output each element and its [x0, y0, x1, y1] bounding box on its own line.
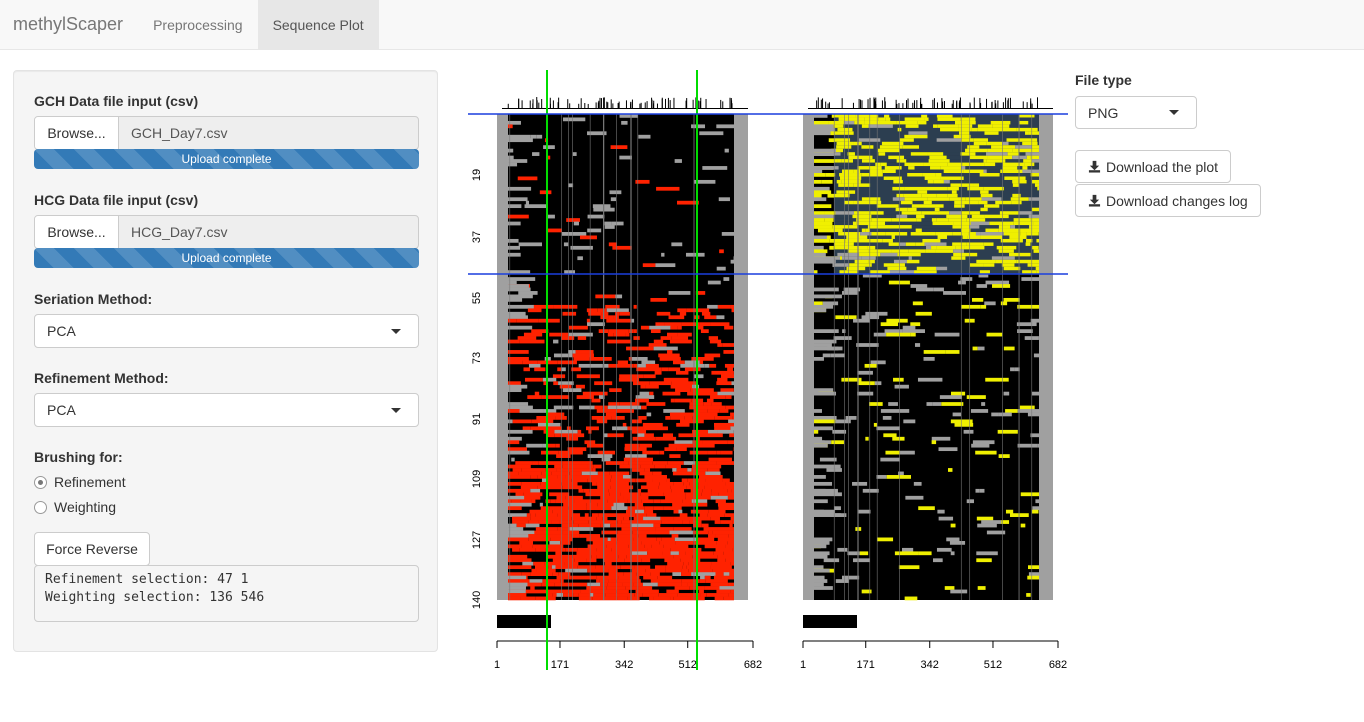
download-log-label: Download changes log [1106, 192, 1248, 209]
x-tick-label: 682 [744, 659, 762, 671]
x-tick-label: 342 [921, 659, 939, 671]
gch-upload-progress: Upload complete [34, 149, 419, 169]
row-tick-label: 55 [471, 292, 483, 304]
x-tick-label: 1 [494, 659, 500, 671]
download-log-button[interactable]: Download changes log [1075, 184, 1261, 217]
gch-browse-button[interactable]: Browse... [35, 117, 119, 149]
tab-sequence-plot[interactable]: Sequence Plot [257, 0, 379, 49]
chevron-down-icon [391, 329, 401, 334]
gch-file-label: GCH Data file input (csv) [34, 93, 199, 109]
radio-refinement[interactable]: Refinement [34, 474, 126, 490]
brushing-label: Brushing for: [34, 449, 123, 465]
download-icon [1088, 194, 1101, 207]
hcg-browse-button[interactable]: Browse... [35, 216, 119, 248]
row-tick-label: 91 [471, 413, 483, 425]
chevron-down-icon [391, 408, 401, 413]
row-tick-label: 19 [471, 169, 483, 181]
file-type-select[interactable]: PNG [1075, 96, 1197, 129]
hcg-file-name: HCG_Day7.csv [131, 224, 228, 240]
tab-preprocessing[interactable]: Preprocessing [153, 16, 243, 33]
x-tick-label: 682 [1049, 659, 1067, 671]
sidebar-panel: GCH Data file input (csv) Browse... GCH_… [13, 70, 438, 652]
x-tick-label: 171 [857, 659, 875, 671]
hcg-file-label: HCG Data file input (csv) [34, 192, 199, 208]
radio-weighting[interactable]: Weighting [34, 499, 116, 515]
x-tick-label: 171 [551, 659, 569, 671]
refinement-method-value: PCA [47, 402, 76, 418]
refinement-method-label: Refinement Method: [34, 370, 169, 386]
seriation-method-select[interactable]: PCA [34, 314, 419, 348]
refinement-method-select[interactable]: PCA [34, 393, 419, 427]
download-plot-button[interactable]: Download the plot [1075, 150, 1232, 183]
radio-refinement-label: Refinement [54, 474, 126, 490]
plot-overlay: 1 171 342 512 682 1 171 342 512 682 19 37 55 73 91 109 1… [468, 70, 1068, 671]
radio-weighting-label: Weighting [54, 499, 117, 515]
x-tick-label: 1 [800, 659, 806, 671]
download-plot-label: Download the plot [1106, 158, 1219, 175]
seriation-method-value: PCA [47, 323, 76, 339]
row-tick-label: 73 [471, 352, 483, 364]
x-tick-label: 342 [615, 659, 633, 671]
file-type-value: PNG [1088, 104, 1119, 121]
seriation-method-label: Seriation Method: [34, 291, 153, 307]
radio-checked-icon[interactable] [34, 475, 47, 489]
hcg-upload-progress: Upload complete [34, 248, 419, 268]
app-brand[interactable]: methylScaper [13, 14, 124, 34]
navbar: methylScaper Preprocessing Sequence Plot [0, 0, 1364, 50]
hcg-heatmap[interactable] [803, 114, 1053, 601]
gch-file-input[interactable]: Browse... GCH_Day7.csv [34, 116, 419, 150]
row-tick-label: 140 [471, 591, 483, 609]
selection-output: Refinement selection: 47 1 Weighting sel… [34, 565, 419, 622]
x-tick-label: 512 [679, 659, 697, 671]
chevron-down-icon [1169, 110, 1179, 115]
file-type-label: File type [1075, 72, 1132, 88]
gch-heatmap[interactable] [497, 114, 748, 601]
row-tick-label: 109 [471, 470, 483, 488]
row-tick-label: 37 [471, 231, 483, 243]
x-tick-label: 512 [984, 659, 1002, 671]
download-icon [1088, 160, 1101, 173]
gch-file-name: GCH_Day7.csv [131, 125, 228, 141]
row-tick-label: 127 [471, 531, 483, 549]
force-reverse-button[interactable]: Force Reverse [34, 532, 150, 566]
radio-unchecked-icon[interactable] [34, 500, 47, 514]
